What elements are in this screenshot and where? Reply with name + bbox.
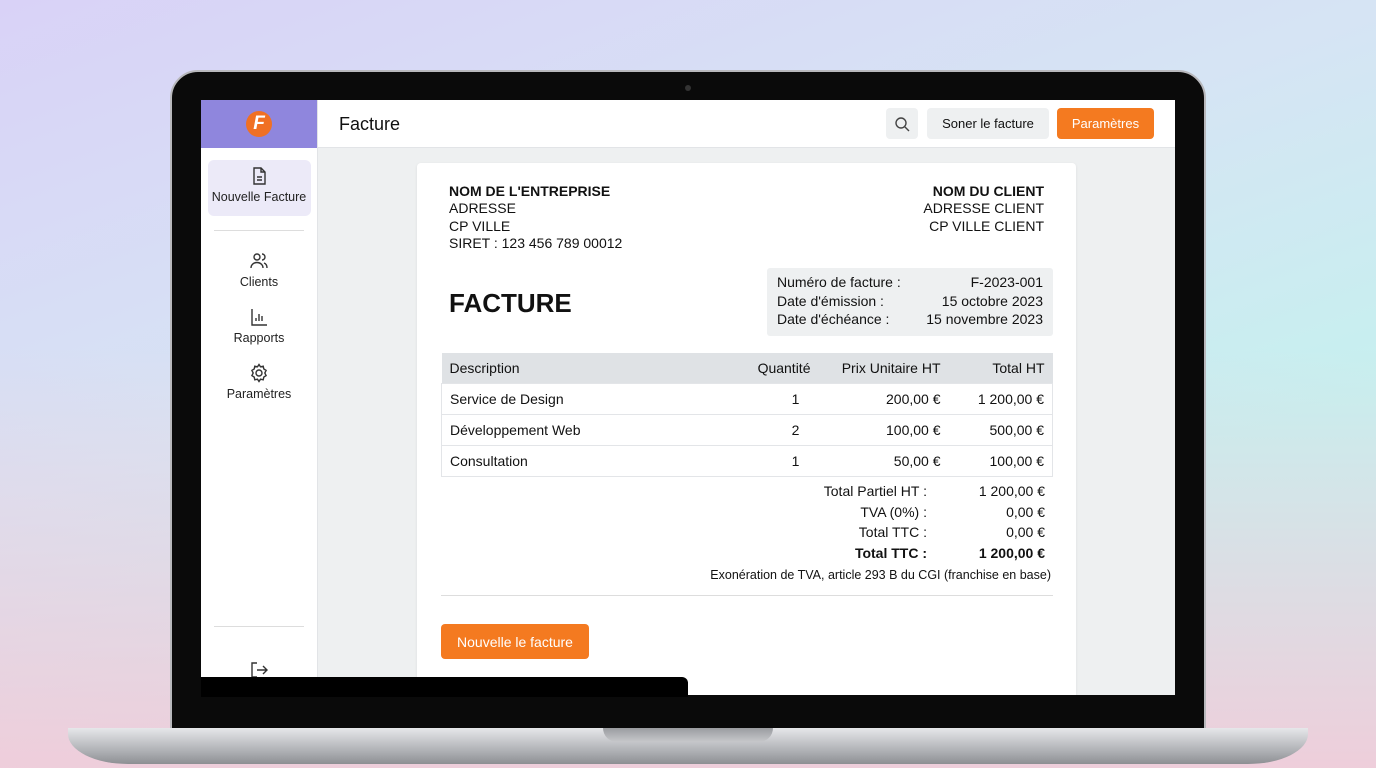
client-name: NOM DU CLIENT <box>932 183 1044 199</box>
divider <box>214 626 304 627</box>
meta-row: Date d'échéance : 15 novembre 2023 <box>777 310 1043 329</box>
company-city: CP VILLE <box>449 217 511 234</box>
search-button[interactable] <box>886 108 918 139</box>
total-value: 1 200,00 € <box>978 544 1045 561</box>
total-value: 0,00 € <box>1006 503 1045 520</box>
total-row: TVA (0%) : 0,00 € <box>757 502 1045 523</box>
table-cell: 1 200,00 € <box>948 382 1053 414</box>
laptop-notch <box>603 728 773 742</box>
total-row: Total TTC : 1 200,00 € <box>757 543 1045 564</box>
sidebar: F Nouvelle Facture Clients Rapports Para… <box>201 100 318 695</box>
new-invoice-button[interactable]: Nouvelle le facture <box>441 624 589 659</box>
client-city: CP VILLE CLIENT <box>929 217 1044 234</box>
sidebar-item-nouvelle-facture[interactable]: Nouvelle Facture <box>207 160 311 216</box>
sidebar-item-label: Nouvelle Facture <box>211 190 307 204</box>
webcam <box>685 85 691 91</box>
column-header: Total HT <box>948 353 1053 383</box>
soner-facture-button[interactable]: Soner le facture <box>927 108 1049 139</box>
company-siret: SIRET : 123 456 789 00012 <box>449 234 623 251</box>
column-header: Description <box>441 353 719 383</box>
search-icon <box>895 116 910 131</box>
divider <box>214 230 304 231</box>
gear-icon <box>250 363 268 383</box>
page-title: Facture <box>339 114 401 134</box>
company-name: NOM DE L'ENTREPRISE <box>449 183 611 199</box>
total-row: Total Partiel HT : 1 200,00 € <box>757 481 1045 502</box>
sidebar-item-label: Rapports <box>233 331 285 345</box>
parametres-button[interactable]: Paramètres <box>1057 108 1154 139</box>
column-header: Prix Unitaire HT <box>818 353 949 383</box>
divider <box>441 595 1053 596</box>
sidebar-item-clients[interactable]: Clients <box>208 245 311 295</box>
issue-date: 15 octobre 2023 <box>941 292 1043 309</box>
meta-label: Numéro de facture : <box>777 274 901 290</box>
meta-label: Date d'émission : <box>777 292 884 309</box>
invoice-number: F-2023-001 <box>970 274 1043 290</box>
table-cell: 1 <box>718 444 819 477</box>
document-icon <box>253 167 266 185</box>
table-row: Consultation 1 50,00 €100,00 € <box>441 444 1053 477</box>
table-cell: 500,00 € <box>948 413 1053 445</box>
total-row: Total TTC : 0,00 € <box>757 522 1045 543</box>
table-cell: 100,00 € <box>948 444 1053 477</box>
totals: Total Partiel HT : 1 200,00 € TVA (0%) : 0,… <box>757 481 1045 563</box>
table-cell: 50,00 € <box>818 444 949 477</box>
total-label: TVA (0%) : <box>860 503 927 520</box>
table-cell: Consultation <box>441 444 719 477</box>
meta-row: Date d'émission : 15 octobre 2023 <box>777 292 1043 311</box>
client-address: ADRESSE CLIENT <box>923 200 1044 217</box>
table-row: Développement Web 2 100,00 €500,00 € <box>441 413 1053 445</box>
table-cell: Service de Design <box>441 382 719 414</box>
header: Facture Soner le facture Paramètres <box>318 100 1175 148</box>
invoice-card: NOM DE L'ENTREPRISE ADRESSE CP VILLE SIR… <box>417 163 1076 695</box>
sidebar-item-label: Paramètres <box>226 387 292 401</box>
total-value: 1 200,00 € <box>978 483 1045 499</box>
table-row: Service de Design 1 200,00 €1 200,00 € <box>441 382 1053 414</box>
due-date: 15 novembre 2023 <box>926 311 1043 328</box>
client-block: NOM DU CLIENT ADRESSE CLIENT CP VILLE CL… <box>923 183 1044 235</box>
total-value: 0,00 € <box>1006 524 1045 541</box>
company-block: NOM DE L'ENTREPRISE ADRESSE CP VILLE SIR… <box>449 183 622 252</box>
total-label: Total TTC : <box>854 544 927 561</box>
total-label: Total Partiel HT : <box>823 483 927 499</box>
invoice-heading: FACTURE <box>449 288 572 318</box>
sidebar-item-label: Clients <box>239 275 279 289</box>
screen-artifact <box>201 677 688 697</box>
meta-label: Date d'échéance : <box>777 311 890 328</box>
sidebar-item-parametres[interactable]: Paramètres <box>208 357 311 407</box>
column-header: Quantité <box>718 353 819 383</box>
meta-row: Numéro de facture : F-2023-001 <box>777 273 1043 292</box>
table-cell: 1 <box>718 382 819 414</box>
vat-exemption-note: Exonération de TVA, article 293 B du CGI… <box>710 568 1051 582</box>
users-icon <box>250 253 268 269</box>
table-cell: Développement Web <box>441 413 719 445</box>
sidebar-item-rapports[interactable]: Rapports <box>208 301 311 351</box>
total-label: Total TTC : <box>858 524 927 541</box>
app-logo[interactable]: F <box>246 111 272 137</box>
line-items-table: Description Quantité Prix Unitaire HT To… <box>441 353 1053 477</box>
screen: F Nouvelle Facture Clients Rapports Para… <box>201 100 1175 695</box>
bar-chart-icon <box>251 309 267 326</box>
table-cell: 2 <box>718 413 819 445</box>
company-address: ADRESSE <box>449 200 516 217</box>
table-cell: 100,00 € <box>818 413 949 445</box>
table-cell: 200,00 € <box>818 382 949 414</box>
logo-area: F <box>201 100 317 148</box>
invoice-meta: Numéro de facture : F-2023-001 Date d'émi… <box>767 268 1053 336</box>
